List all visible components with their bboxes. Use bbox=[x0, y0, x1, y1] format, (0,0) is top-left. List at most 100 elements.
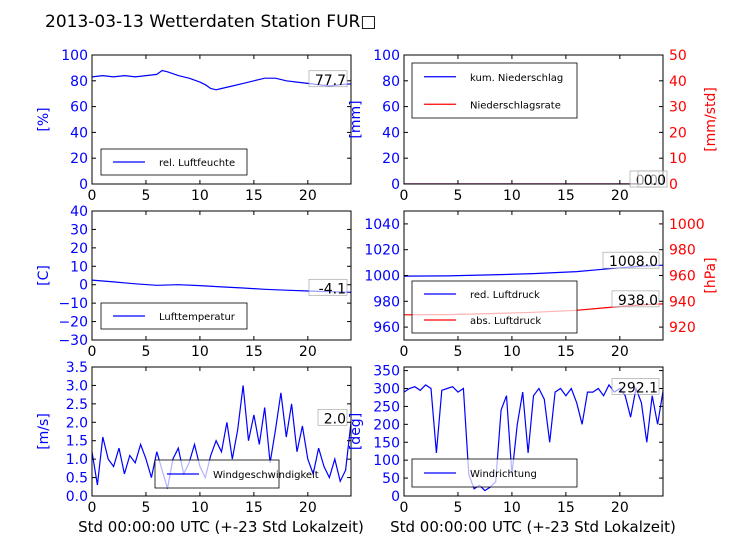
y-tick-label: 0 bbox=[79, 177, 88, 193]
legend-winddirection: Windrichtung bbox=[411, 458, 578, 488]
panel-windspeed: 0 5 10 15 20 0.0 0.5 1.0 1.5 2.0 2.5 3.0 3.5 [m/s] 2.0… bbox=[36, 360, 352, 516]
y-tick-label: 350 bbox=[373, 364, 400, 380]
y-axis-label: [mm] bbox=[348, 100, 364, 138]
x-tick-label: 20 bbox=[611, 500, 629, 516]
y-tick-label: 20 bbox=[70, 241, 88, 257]
series-line-humidity-0 bbox=[92, 69, 351, 91]
x-tick-label: 20 bbox=[299, 188, 317, 204]
x-tick-label: 0 bbox=[88, 500, 97, 516]
y-tick-label: 40 bbox=[382, 125, 400, 141]
last-value-label: 938.0 bbox=[618, 293, 658, 309]
last-value-label: 292.1 bbox=[618, 380, 658, 396]
last-value-label: -4.1 bbox=[319, 281, 346, 297]
y-tick-label: 40 bbox=[70, 125, 88, 141]
legend-label: rel. Luftfeuchte bbox=[159, 158, 235, 169]
x-tick-label: 10 bbox=[503, 500, 521, 516]
value-label-box bbox=[637, 170, 668, 188]
last-value-label: 0.0 bbox=[644, 173, 666, 189]
y-tick-label: 960 bbox=[373, 320, 400, 336]
y-tick-label: 100 bbox=[61, 48, 88, 64]
x-tick-label: 20 bbox=[611, 344, 629, 360]
legend-temperature: Lufttemperatur bbox=[100, 302, 248, 330]
y-tick-label: −20 bbox=[58, 315, 88, 331]
x-tick-label: 0 bbox=[400, 188, 409, 204]
y-tick-label-right: 960 bbox=[669, 269, 696, 285]
y-axis-label-right: [hPa] bbox=[703, 257, 719, 293]
y-tick-label-right: 980 bbox=[669, 243, 696, 259]
y-tick-label: 0.0 bbox=[66, 489, 88, 505]
y-tick-label-right: 1000 bbox=[669, 217, 705, 233]
y-axis-label: [deg] bbox=[348, 413, 364, 450]
series-line-windspeed-0 bbox=[92, 385, 351, 489]
legend-pressure: red. Luftdruck abs. Luftdruck bbox=[411, 280, 578, 334]
legend-frame bbox=[411, 62, 578, 119]
panel-humidity: 0 5 10 15 20 0 20 40 60 80 100 [%] 77.7 rel. Luftfeuc… bbox=[36, 48, 352, 204]
legend-label: abs. Luftdruck bbox=[470, 316, 541, 327]
y-tick-label: 30 bbox=[70, 222, 88, 238]
x-tick-label: 5 bbox=[453, 344, 462, 360]
y-tick-label: 40 bbox=[70, 204, 88, 220]
y-tick-label: 100 bbox=[373, 48, 400, 64]
x-tick-label: 5 bbox=[141, 500, 150, 516]
y-tick-label: 0 bbox=[391, 177, 400, 193]
y-tick-label: 10 bbox=[70, 259, 88, 275]
x-tick-label: 5 bbox=[141, 344, 150, 360]
y-tick-label: 1020 bbox=[364, 243, 400, 259]
legend-label: Windgeschwindigkeit bbox=[213, 470, 319, 481]
plot-frame bbox=[403, 366, 664, 497]
last-value-label: 1008.0 bbox=[609, 254, 658, 270]
x-tick-label: 15 bbox=[245, 344, 263, 360]
x-tick-label: 5 bbox=[141, 188, 150, 204]
y-tick-label: 60 bbox=[70, 100, 88, 116]
x-tick-label: 0 bbox=[400, 344, 409, 360]
y-tick-label: 1040 bbox=[364, 217, 400, 233]
legend-frame bbox=[100, 148, 248, 176]
y-tick-label: −10 bbox=[58, 296, 88, 312]
x-tick-label: 0 bbox=[88, 188, 97, 204]
legend-humidity: rel. Luftfeuchte bbox=[100, 148, 248, 176]
x-tick-label: 10 bbox=[191, 500, 209, 516]
value-label-box bbox=[317, 408, 348, 426]
legend-label: Lufttemperatur bbox=[159, 312, 236, 323]
value-label-box bbox=[611, 378, 660, 395]
plot-frame bbox=[91, 210, 352, 341]
y-tick-label: 2.0 bbox=[66, 415, 88, 431]
legend-windspeed: Windgeschwindigkeit bbox=[154, 459, 319, 489]
legend-label: red. Luftdruck bbox=[470, 290, 540, 301]
y-tick-label-right: 920 bbox=[669, 320, 696, 336]
panel-pressure: 0 5 10 15 20 960 980 1000 1020 1040 920 940 960 980 10… bbox=[364, 210, 719, 360]
x-tick-label: 5 bbox=[453, 500, 462, 516]
value-label-box bbox=[611, 290, 660, 308]
y-tick-label: 2.5 bbox=[66, 397, 88, 413]
y-axis-label: [C] bbox=[36, 265, 52, 286]
legend-precipitation: kum. Niederschlag Niederschlagsrate bbox=[411, 62, 578, 119]
legend-label: Niederschlagsrate bbox=[470, 100, 561, 111]
y-tick-label: 80 bbox=[382, 74, 400, 90]
x-tick-label: 15 bbox=[557, 344, 575, 360]
y-tick-label: 3.5 bbox=[66, 360, 88, 376]
y-tick-label: 0 bbox=[79, 278, 88, 294]
y-axis-label: [m/s] bbox=[36, 413, 52, 450]
y-tick-label: 80 bbox=[70, 74, 88, 90]
y-tick-label: 1.5 bbox=[66, 434, 88, 450]
value-label-box bbox=[308, 70, 348, 88]
last-value-label: 2.0 bbox=[324, 411, 346, 427]
y-tick-label: 0.5 bbox=[66, 471, 88, 487]
plot-frame bbox=[91, 54, 352, 185]
panel-temperature: 0 5 10 15 20 −30 −20 −10 0 10 20 30 40 [C] -4.1 Lufttem… bbox=[36, 204, 352, 360]
y-tick-label: 60 bbox=[382, 100, 400, 116]
plot-frame bbox=[91, 366, 352, 497]
figure-title: 2013-03-13 Wetterdaten Station FUR□ bbox=[45, 12, 376, 32]
x-tick-label: 10 bbox=[503, 344, 521, 360]
y-tick-label: 250 bbox=[373, 399, 400, 415]
y-tick-label: 300 bbox=[373, 382, 400, 398]
x-tick-label: 5 bbox=[453, 188, 462, 204]
y-tick-label-right: 10 bbox=[669, 151, 687, 167]
last-value-label: 77.7 bbox=[315, 73, 346, 89]
x-axis-label-right: Std 00:00:00 UTC (+-23 Std Lokalzeit) bbox=[390, 518, 676, 536]
y-tick-label-right: 940 bbox=[669, 294, 696, 310]
x-tick-label: 20 bbox=[611, 188, 629, 204]
legend-label: Windrichtung bbox=[470, 469, 537, 480]
panel-winddirection: 0 5 10 15 20050100150200250300350[deg]292.1W… bbox=[348, 364, 664, 516]
